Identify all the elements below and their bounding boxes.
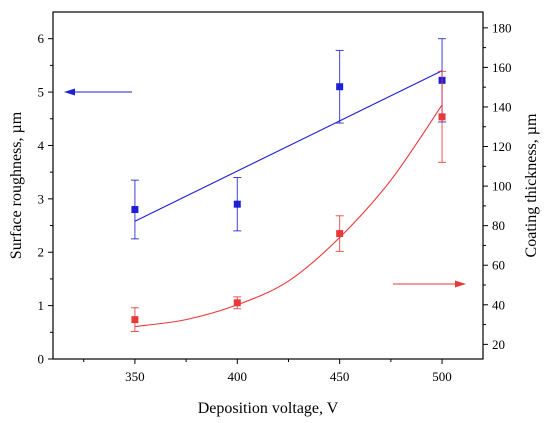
y-left-tick-label: 3 — [38, 191, 45, 206]
fit-curve — [134, 104, 443, 328]
y-left-tick-label: 5 — [38, 85, 45, 100]
y-right-tick-label: 100 — [492, 179, 512, 194]
arrow-head — [455, 280, 466, 288]
y-left-tick-label: 2 — [38, 245, 45, 260]
plot-frame — [52, 11, 484, 360]
fit-curve — [134, 70, 443, 222]
y-left-tick-label: 4 — [38, 138, 45, 153]
arrow-head — [64, 88, 75, 96]
data-point — [233, 200, 241, 208]
x-tick-label: 450 — [330, 369, 350, 384]
right-axis-arrow — [393, 280, 466, 288]
y-right-tick-label: 120 — [492, 139, 512, 154]
x-tick-label: 350 — [125, 369, 145, 384]
y-right-tick-label: 60 — [492, 258, 505, 273]
y-right-tick-label: 180 — [492, 20, 512, 35]
y-left-tick-label: 6 — [38, 31, 45, 46]
y-right-tick-label: 80 — [492, 218, 505, 233]
left-axis-arrow — [64, 88, 132, 96]
y-axis-right-title: Coating thickness, µm — [523, 113, 540, 257]
y-axis-left-title: Surface roughness, µm — [8, 111, 25, 259]
y-right-tick-label: 20 — [492, 337, 505, 352]
y-right-tick-label: 40 — [492, 297, 505, 312]
data-point — [131, 316, 139, 324]
axis-ticks: 350 400 450 500 0 1 2 3 4 5 6 20 40 60 80 100 120 140 160 1… — [38, 20, 512, 384]
x-tick-label: 500 — [432, 369, 452, 384]
data-point — [438, 113, 446, 121]
data-point — [233, 299, 241, 307]
plot-area-border — [52, 11, 484, 360]
data-point — [336, 83, 344, 91]
y-left-tick-label: 0 — [38, 352, 45, 367]
series-layer — [130, 38, 447, 333]
axis-arrows — [64, 88, 466, 288]
series-surface-roughness — [130, 38, 447, 240]
x-tick-label: 400 — [228, 369, 248, 384]
y-left-tick-label: 1 — [38, 298, 45, 313]
x-axis-title: Deposition voltage, V — [198, 400, 339, 417]
y-right-tick-label: 160 — [492, 60, 512, 75]
data-point — [131, 206, 139, 214]
series-coating-thickness — [130, 70, 447, 333]
data-point — [336, 230, 344, 238]
y-right-tick-label: 140 — [492, 99, 512, 114]
